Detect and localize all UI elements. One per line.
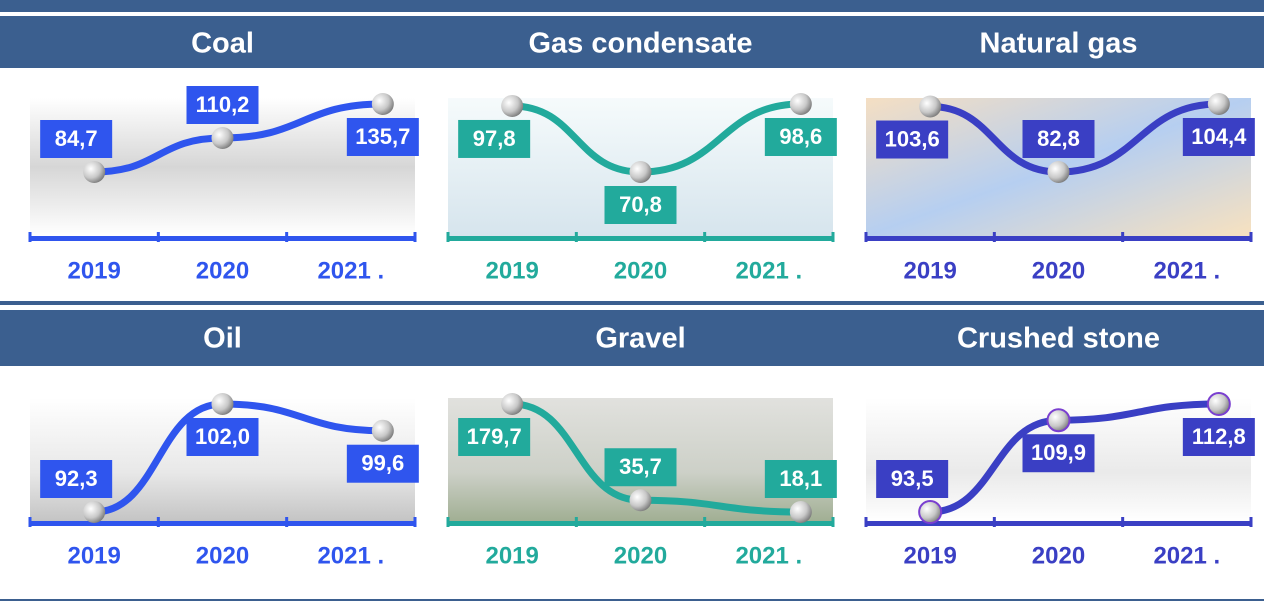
value-label: 93,5 [891, 466, 934, 491]
chart-title: Natural gas [980, 28, 1138, 60]
marker [1208, 393, 1230, 415]
x-tick-label: 2019 [485, 542, 538, 569]
x-tick-label: 2021 . [1153, 257, 1220, 284]
axis-tick [29, 232, 32, 242]
infographic: Coal 2019 2020 2021 . 84,7 110,2 135,7 Gas cond… [0, 0, 1264, 604]
marker [790, 501, 812, 523]
marker [212, 393, 234, 415]
x-tick-label: 2021 . [317, 542, 384, 569]
x-tick-label: 2020 [1032, 542, 1085, 569]
x-tick-label: 2021 . [317, 257, 384, 284]
x-tick-label: 2020 [614, 542, 667, 569]
marker [501, 95, 523, 117]
charts: Coal 2019 2020 2021 . 84,7 110,2 135,7 Gas cond… [29, 28, 1255, 570]
value-label: 179,7 [467, 424, 522, 449]
x-tick-label: 2019 [67, 257, 120, 284]
axis-tick [414, 517, 417, 527]
axis-tick [993, 232, 996, 242]
x-tick-label: 2020 [196, 542, 249, 569]
axis-tick [832, 517, 835, 527]
x-tick-label: 2019 [903, 257, 956, 284]
chart-title: Gravel [595, 323, 685, 355]
marker [1048, 161, 1070, 183]
value-label: 135,7 [355, 124, 410, 149]
axis-tick [29, 517, 32, 527]
axis-tick [414, 232, 417, 242]
x-tick-label: 2019 [485, 257, 538, 284]
chart-title: Coal [191, 28, 254, 60]
separator [0, 301, 1264, 305]
value-label: 70,8 [619, 192, 662, 217]
x-tick-label: 2021 . [735, 542, 802, 569]
axis-tick [157, 517, 160, 527]
axis-line [448, 236, 833, 241]
value-label: 99,6 [361, 451, 404, 476]
value-label: 112,8 [1192, 424, 1246, 449]
marker [630, 161, 652, 183]
axis-tick [447, 517, 450, 527]
axis-tick [703, 232, 706, 242]
axis-tick [1250, 232, 1253, 242]
axis-tick [1121, 232, 1124, 242]
axis-tick [865, 517, 868, 527]
x-tick-label: 2020 [1032, 257, 1085, 284]
marker [919, 96, 941, 118]
value-label: 84,7 [55, 126, 98, 151]
top-strip [0, 0, 1264, 12]
x-tick-label: 2020 [196, 257, 249, 284]
chart-title: Oil [203, 323, 242, 355]
value-label: 103,6 [885, 126, 940, 151]
x-tick-label: 2020 [614, 257, 667, 284]
axis-tick [703, 517, 706, 527]
axis-line [866, 236, 1251, 241]
marker [501, 393, 523, 415]
value-label: 97,8 [473, 126, 516, 151]
axis-tick [285, 517, 288, 527]
axis-line [30, 521, 415, 526]
axis-tick [865, 232, 868, 242]
value-label: 110,2 [196, 92, 250, 117]
axis-tick [993, 517, 996, 527]
axis-tick [575, 232, 578, 242]
x-tick-label: 2021 . [735, 257, 802, 284]
marker [630, 489, 652, 511]
x-tick-label: 2021 . [1153, 542, 1220, 569]
marker [212, 127, 234, 149]
value-label: 98,6 [779, 124, 822, 149]
axis-tick [157, 232, 160, 242]
marker [372, 93, 394, 115]
axis-tick [575, 517, 578, 527]
value-label: 104,4 [1191, 124, 1247, 149]
x-tick-label: 2019 [903, 542, 956, 569]
marker [1048, 409, 1070, 431]
value-label: 102,0 [195, 424, 250, 449]
axis-line [448, 521, 833, 526]
axis-tick [285, 232, 288, 242]
value-label: 18,1 [779, 466, 822, 491]
separator [0, 599, 1264, 601]
axis-tick [1250, 517, 1253, 527]
x-tick-label: 2019 [67, 542, 120, 569]
axis-tick [832, 232, 835, 242]
marker [83, 501, 105, 523]
value-label: 82,8 [1037, 126, 1080, 151]
axis-tick [447, 232, 450, 242]
value-label: 109,9 [1031, 440, 1086, 465]
marker [1208, 93, 1230, 115]
value-label: 35,7 [619, 454, 662, 479]
value-label: 92,3 [55, 466, 98, 491]
marker [372, 420, 394, 442]
axis-line [30, 236, 415, 241]
chart-title: Crushed stone [957, 323, 1160, 355]
marker [790, 93, 812, 115]
marker [919, 501, 941, 523]
axis-tick [1121, 517, 1124, 527]
chart-title: Gas condensate [528, 28, 752, 60]
marker [83, 161, 105, 183]
